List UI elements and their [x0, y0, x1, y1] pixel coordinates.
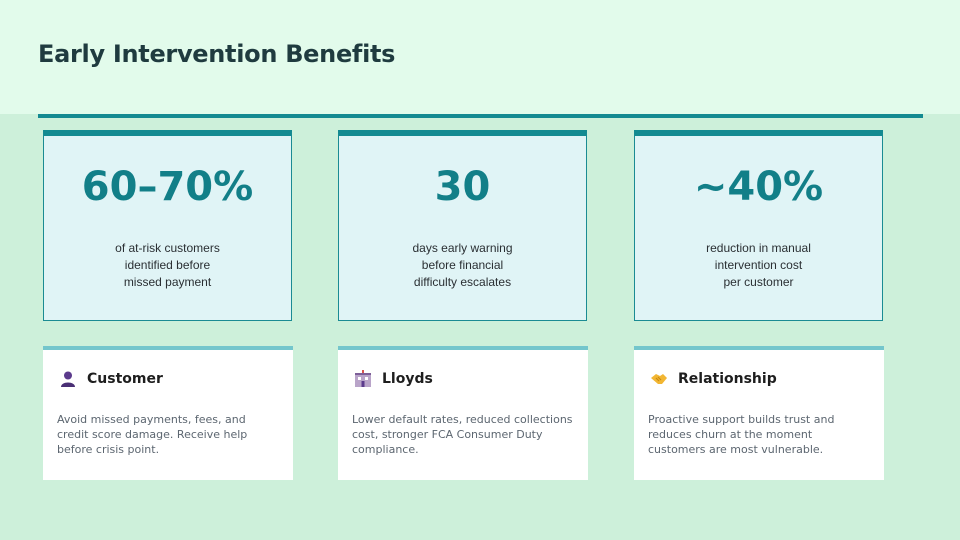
stat-value: 30: [434, 164, 491, 210]
benefit-header: Relationship: [650, 370, 777, 388]
stat-value: 60–70%: [81, 164, 254, 210]
benefit-card-relationship: Relationship Proactive support builds tr…: [634, 346, 884, 480]
title-divider: [38, 114, 923, 118]
benefit-card-customer: Customer Avoid missed payments, fees, an…: [43, 346, 293, 480]
stat-description: reduction in manual intervention cost pe…: [675, 240, 842, 291]
benefit-body: Proactive support builds trust and reduc…: [648, 413, 835, 456]
stat-description: of at-risk customers identified before m…: [84, 240, 251, 291]
benefit-body: Lower default rates, reduced collections…: [352, 413, 573, 456]
stat-desc-line: per customer: [723, 275, 794, 289]
stat-desc-line: days early warning: [412, 241, 513, 255]
benefit-title: Customer: [87, 371, 163, 387]
stat-card-cost-reduction: ~40% reduction in manual intervention co…: [634, 130, 883, 321]
stat-desc-line: missed payment: [123, 275, 212, 289]
stat-desc-line: identified before: [124, 258, 211, 272]
stat-description: days early warning before financial diff…: [379, 240, 546, 291]
bank-building-icon: [354, 370, 372, 388]
benefit-title: Relationship: [678, 371, 777, 387]
customer-person-icon: [59, 370, 77, 388]
stat-desc-line: difficulty escalates: [413, 275, 512, 289]
stat-desc-line: of at-risk customers: [115, 241, 220, 255]
page-title: Early Intervention Benefits: [38, 40, 396, 68]
benefit-title: Lloyds: [382, 371, 433, 387]
benefit-body: Avoid missed payments, fees, and credit …: [57, 413, 248, 456]
stat-card-early-warning: 30 days early warning before financial d…: [338, 130, 587, 321]
stat-desc-line: before financial: [421, 258, 504, 272]
benefit-header: Customer: [59, 370, 163, 388]
stat-desc-line: reduction in manual: [706, 241, 811, 255]
handshake-icon: [650, 370, 668, 388]
stat-card-identified: 60–70% of at-risk customers identified b…: [43, 130, 292, 321]
header-band: [0, 0, 960, 114]
benefit-card-lloyds: Lloyds Lower default rates, reduced coll…: [338, 346, 588, 480]
stat-value: ~40%: [693, 164, 824, 210]
stat-desc-line: intervention cost: [714, 258, 803, 272]
benefit-header: Lloyds: [354, 370, 433, 388]
